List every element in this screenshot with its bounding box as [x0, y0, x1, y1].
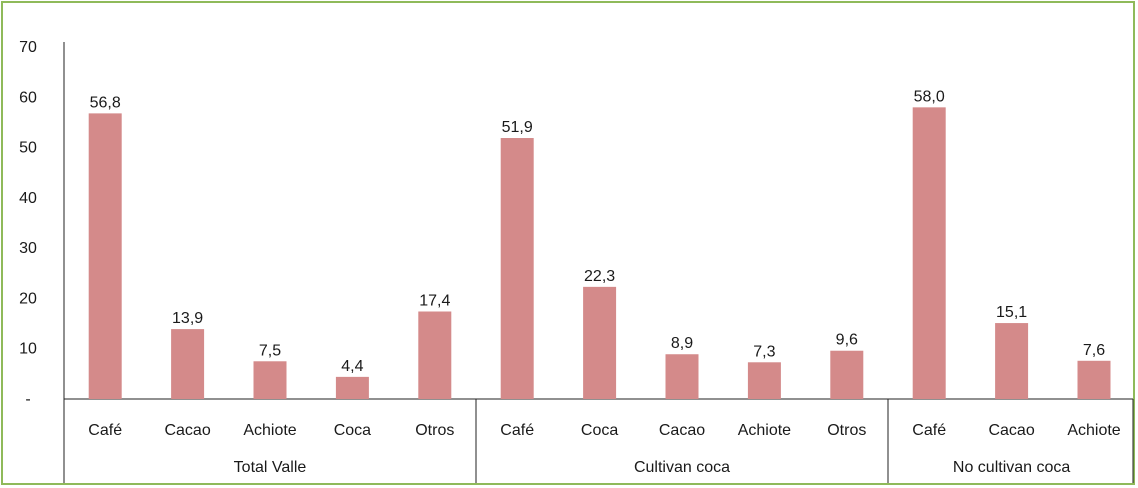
bar: [335, 376, 369, 399]
category-label: Coca: [581, 422, 618, 439]
group-label: Total Valle: [234, 459, 307, 476]
group-label: No cultivan coca: [953, 459, 1070, 476]
category-label: Cacao: [659, 422, 705, 439]
bar: [500, 138, 534, 399]
data-label: 51,9: [502, 119, 533, 136]
bar: [665, 354, 699, 399]
data-label: 8,9: [671, 335, 693, 352]
bar: [1077, 360, 1111, 399]
category-label: Achiote: [1067, 422, 1120, 439]
category-label: Otros: [415, 422, 454, 439]
y-tick-label: 40: [19, 190, 37, 207]
category-label: Café: [88, 422, 122, 439]
bar: [583, 286, 617, 399]
bar: [171, 329, 205, 399]
data-label: 58,0: [914, 88, 945, 105]
data-label: 7,5: [259, 342, 281, 359]
bar: [418, 311, 452, 399]
category-label: Achiote: [243, 422, 296, 439]
data-label: 15,1: [996, 304, 1027, 321]
category-label: Achiote: [738, 422, 791, 439]
y-tick-label: 70: [19, 39, 37, 56]
category-label: Café: [500, 422, 534, 439]
bar: [912, 107, 946, 399]
data-label: 7,3: [753, 343, 775, 360]
bar: [995, 323, 1029, 399]
data-label: 22,3: [584, 268, 615, 285]
y-tick-label: 30: [19, 240, 37, 257]
data-label: 7,6: [1083, 342, 1105, 359]
category-label: Coca: [334, 422, 371, 439]
bar: [830, 350, 864, 399]
bar: [253, 361, 287, 399]
y-tick-label: 50: [19, 140, 37, 157]
y-tick-label: 10: [19, 341, 37, 358]
y-tick-label: 60: [19, 89, 37, 106]
bar: [88, 113, 122, 400]
data-label: 13,9: [172, 310, 203, 327]
group-label: Cultivan coca: [634, 459, 730, 476]
data-label: 4,4: [341, 358, 363, 375]
category-label: Otros: [827, 422, 866, 439]
category-label: Cacao: [988, 422, 1034, 439]
y-tick-label: -: [25, 391, 30, 408]
data-label: 17,4: [419, 293, 450, 310]
data-label: 9,6: [836, 332, 858, 349]
y-tick-label: 20: [19, 290, 37, 307]
data-label: 56,8: [90, 94, 121, 111]
category-label: Cacao: [164, 422, 210, 439]
category-label: Café: [912, 422, 946, 439]
bar: [747, 362, 781, 399]
